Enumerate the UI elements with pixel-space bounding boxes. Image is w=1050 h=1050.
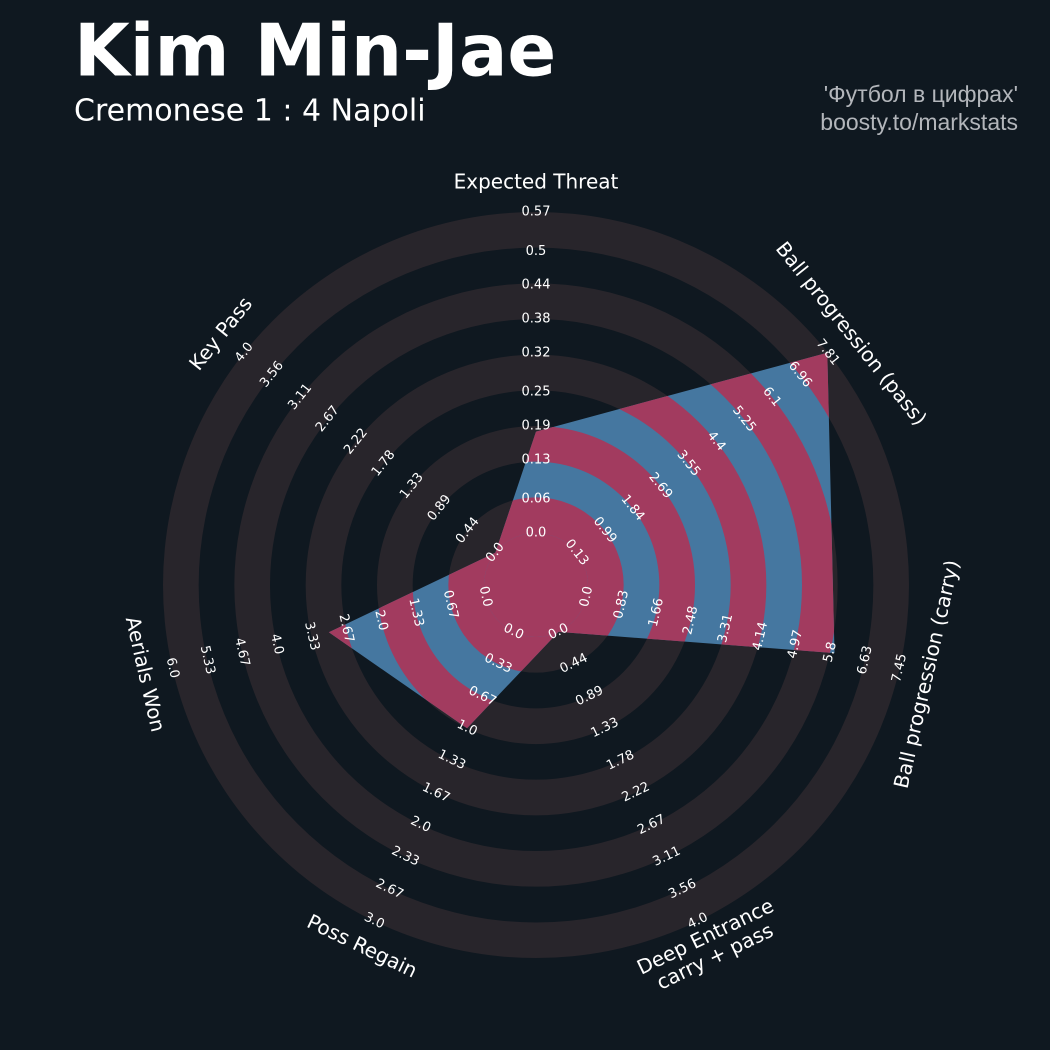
tick-label: 0.0 (526, 526, 547, 541)
tick-label: 0.0 (577, 585, 596, 609)
tick-label: 6.0 (163, 656, 182, 680)
tick-label: 2.67 (336, 613, 357, 645)
credit: 'Футбол в цифрах' (824, 81, 1018, 107)
center-circle (484, 533, 588, 637)
chart-title: Kim Min-Jae (74, 9, 556, 93)
tick-label: 1.33 (405, 597, 426, 629)
chart-subtitle: Cremonese 1 : 4 Napoli (74, 94, 426, 129)
parameter-label: Expected Threat (454, 170, 619, 194)
tick-label: 0.06 (522, 492, 551, 507)
tick-label: 5.8 (821, 640, 840, 664)
tick-label: 2.48 (680, 605, 701, 637)
tick-label: 0.19 (522, 419, 551, 434)
tick-label: 4.97 (785, 628, 806, 660)
tick-label: 0.44 (522, 278, 551, 293)
tick-label: 0.32 (522, 345, 551, 360)
tick-label: 6.63 (855, 644, 876, 676)
tick-label: 4.0 (267, 632, 286, 656)
tick-label: 1.66 (646, 597, 667, 629)
tick-label: 0.25 (522, 385, 551, 400)
tick-label: 0.5 (526, 244, 547, 259)
credit: boosty.to/markstats (820, 109, 1018, 135)
tick-label: 0.13 (522, 452, 551, 467)
tick-label: 0.83 (611, 589, 632, 621)
tick-label: 5.33 (197, 644, 218, 676)
tick-label: 4.67 (231, 636, 252, 668)
tick-label: 4.14 (750, 620, 771, 652)
tick-label: 0.38 (522, 312, 551, 327)
tick-label: 0.57 (522, 205, 551, 220)
tick-label: 7.45 (889, 652, 910, 684)
tick-label: 0.67 (440, 589, 461, 621)
tick-label: 3.31 (715, 613, 736, 645)
tick-label: 2.0 (371, 609, 390, 633)
tick-label: 3.33 (301, 620, 322, 652)
tick-label: 0.0 (476, 585, 495, 609)
